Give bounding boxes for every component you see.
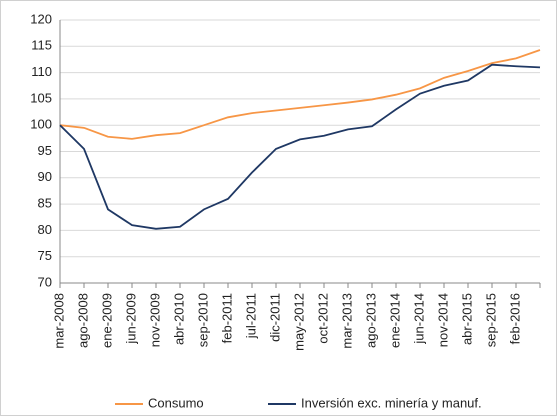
x-tick-label: nov-2014	[435, 293, 450, 347]
y-tick-label: 95	[38, 143, 52, 158]
y-tick-label: 105	[30, 90, 52, 105]
y-tick-label: 80	[38, 222, 52, 237]
x-tick-label: dic-2011	[267, 293, 282, 342]
x-tick-label: ene-2009	[99, 293, 114, 348]
x-tick-label: may-2012	[291, 293, 306, 351]
x-tick-label: sep-2010	[195, 293, 210, 347]
x-tick-label: jun-2009	[123, 293, 138, 345]
x-tick-label: feb-2016	[507, 293, 522, 344]
x-tick-label: jun-2014	[411, 293, 426, 345]
x-tick-label: mar-2008	[51, 293, 66, 349]
x-tick-label: ago-2013	[363, 293, 378, 348]
y-tick-label: 90	[38, 169, 52, 184]
x-tick-label: sep-2015	[483, 293, 498, 347]
x-tick-label: abr-2015	[459, 293, 474, 345]
y-tick-label: 120	[30, 11, 52, 26]
x-tick-label: mar-2013	[339, 293, 354, 349]
x-tick-label: feb-2011	[219, 293, 234, 343]
legend-label: Inversión exc. minería y manuf.	[301, 395, 482, 410]
x-tick-label: abr-2010	[171, 293, 186, 345]
legend-label: Consumo	[148, 395, 204, 410]
x-tick-label: oct-2012	[315, 293, 330, 344]
line-series	[59, 63, 541, 230]
y-tick-label: 115	[31, 38, 52, 53]
x-tick-label: ago-2008	[75, 293, 90, 348]
x-tick-label: ene-2014	[387, 293, 402, 348]
x-tick-label: jul-2011	[243, 293, 258, 339]
y-tick-label: 70	[38, 274, 52, 289]
y-tick-label: 100	[30, 117, 52, 132]
y-tick-label: 75	[38, 248, 52, 263]
y-tick-label: 85	[38, 196, 52, 211]
line-series	[59, 49, 541, 140]
y-tick-label: 110	[31, 64, 52, 79]
x-tick-label: nov-2009	[147, 293, 162, 347]
